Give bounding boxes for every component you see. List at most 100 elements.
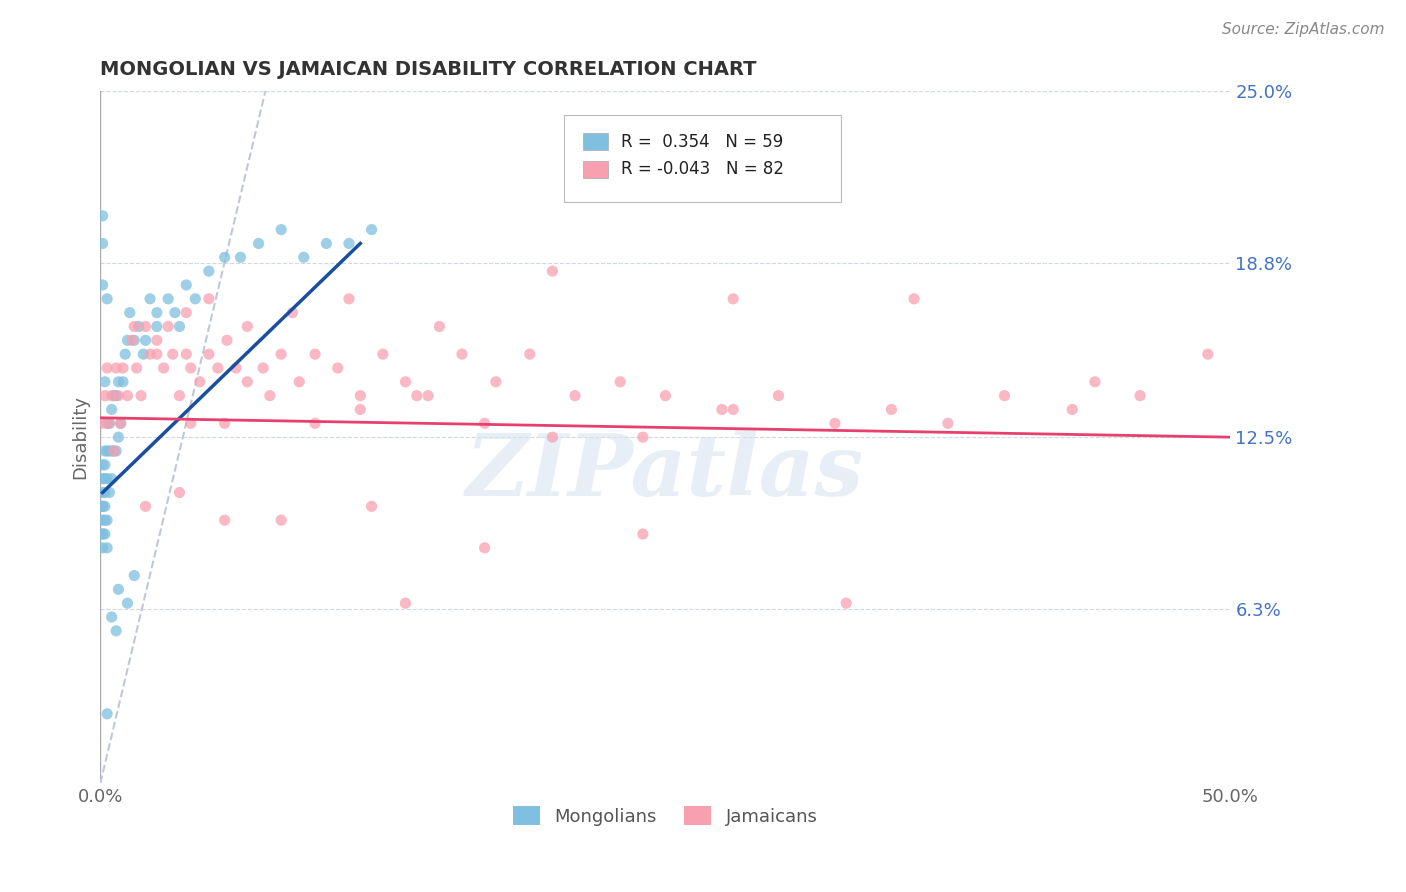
Point (152, 361, 174, 376)
Point (96, 541, 118, 555)
Point (252, 361, 274, 376)
Point (880, 402, 903, 417)
Point (91, 500, 114, 514)
Point (229, 250, 252, 264)
Point (91, 527, 114, 541)
Point (96, 444, 118, 458)
Point (100, 402, 122, 417)
Point (94, 389, 117, 403)
Point (281, 305, 304, 319)
Point (117, 334, 139, 348)
Point (169, 485, 191, 500)
Point (360, 222, 382, 236)
Point (139, 347, 162, 361)
Point (349, 389, 371, 403)
Point (169, 319, 191, 334)
Point (541, 430, 564, 444)
Point (114, 347, 136, 361)
Point (146, 305, 169, 319)
Point (207, 361, 229, 376)
Point (174, 277, 197, 292)
Point (180, 417, 202, 431)
Text: ZIPatlas: ZIPatlas (467, 430, 865, 514)
Point (103, 389, 125, 403)
Point (96, 292, 118, 306)
Point (94, 458, 117, 472)
Point (1062, 402, 1084, 417)
Point (304, 347, 326, 361)
Point (163, 305, 186, 319)
Text: R =  0.354   N = 59: R = 0.354 N = 59 (621, 133, 783, 151)
Point (337, 292, 360, 306)
Point (519, 347, 541, 361)
Point (214, 250, 236, 264)
Point (236, 319, 259, 334)
Point (292, 250, 315, 264)
Point (247, 236, 270, 251)
Point (107, 430, 129, 444)
Point (139, 292, 162, 306)
Point (94, 472, 117, 486)
Point (146, 319, 169, 334)
Point (1197, 347, 1219, 361)
Point (146, 334, 169, 348)
Point (98, 444, 121, 458)
Point (91, 236, 114, 251)
Point (107, 375, 129, 389)
Point (903, 292, 925, 306)
Point (94, 375, 117, 389)
Point (91, 277, 114, 292)
Y-axis label: Disability: Disability (72, 395, 89, 479)
Point (198, 264, 221, 278)
Point (94, 513, 117, 527)
Point (91, 485, 114, 500)
Point (394, 596, 416, 610)
Point (188, 375, 211, 389)
Point (132, 347, 155, 361)
Point (184, 292, 207, 306)
Point (100, 444, 122, 458)
Text: MONGOLIAN VS JAMAICAN DISABILITY CORRELATION CHART: MONGOLIAN VS JAMAICAN DISABILITY CORRELA… (100, 60, 756, 78)
Point (157, 319, 180, 334)
Point (98, 417, 121, 431)
Point (146, 347, 169, 361)
Point (1084, 375, 1107, 389)
Point (416, 389, 439, 403)
Point (360, 500, 382, 514)
Point (198, 292, 221, 306)
Point (96, 417, 118, 431)
Point (117, 389, 139, 403)
Point (96, 513, 118, 527)
Point (337, 236, 360, 251)
Point (541, 264, 564, 278)
Point (110, 417, 132, 431)
Point (122, 568, 145, 582)
Point (315, 236, 337, 251)
Point (117, 596, 139, 610)
Point (214, 417, 236, 431)
Point (128, 319, 150, 334)
Point (215, 334, 238, 348)
Point (768, 389, 790, 403)
Point (105, 389, 128, 403)
Point (100, 610, 122, 624)
Point (91, 472, 114, 486)
FancyBboxPatch shape (583, 161, 607, 178)
Point (135, 334, 157, 348)
Point (105, 361, 128, 376)
Point (270, 513, 292, 527)
Point (214, 513, 236, 527)
FancyBboxPatch shape (583, 134, 607, 150)
Point (474, 541, 496, 555)
Point (451, 347, 474, 361)
Point (157, 292, 180, 306)
Point (326, 361, 349, 376)
Point (304, 417, 326, 431)
Text: R = -0.043   N = 82: R = -0.043 N = 82 (621, 161, 785, 178)
Point (225, 361, 247, 376)
Point (405, 389, 427, 403)
Point (107, 389, 129, 403)
Point (100, 389, 122, 403)
Point (270, 222, 292, 236)
Point (94, 527, 117, 541)
